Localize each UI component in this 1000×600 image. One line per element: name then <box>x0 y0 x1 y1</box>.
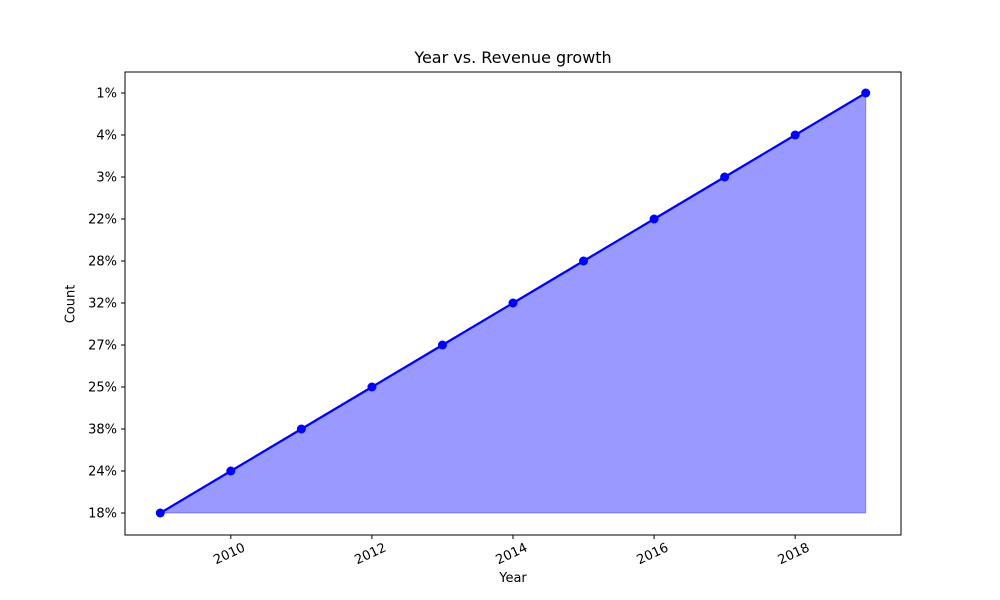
data-point <box>155 508 165 518</box>
y-tick-label: 18% <box>88 507 117 522</box>
y-tick-label: 32% <box>88 297 117 312</box>
y-tick-label: 22% <box>88 213 117 228</box>
data-point <box>367 382 377 392</box>
data-point <box>296 424 306 434</box>
y-tick-label: 25% <box>88 381 117 396</box>
x-tick-label: 2018 <box>776 541 812 569</box>
data-point <box>226 466 236 476</box>
x-tick-label: 2012 <box>352 541 388 569</box>
y-tick-label: 24% <box>88 465 117 480</box>
data-point <box>649 214 659 224</box>
data-point <box>579 256 589 266</box>
data-point <box>437 340 447 350</box>
y-tick-label: 1% <box>96 87 117 102</box>
data-point <box>720 172 730 182</box>
y-tick-label: 28% <box>88 255 117 270</box>
data-point <box>861 88 871 98</box>
y-tick-label: 38% <box>88 423 117 438</box>
x-tick-label: 2016 <box>635 541 671 569</box>
data-point <box>790 130 800 140</box>
data-point <box>508 298 518 308</box>
y-tick-label: 3% <box>96 171 117 186</box>
points-layer <box>155 88 871 518</box>
chart-title: Year vs. Revenue growth <box>414 48 612 67</box>
y-tick-label: 27% <box>88 339 117 354</box>
x-tick-label: 2014 <box>494 541 530 569</box>
x-tick-label: 2010 <box>211 541 247 569</box>
x-axis-label: Year <box>499 571 527 586</box>
y-tick-label: 4% <box>96 129 117 144</box>
